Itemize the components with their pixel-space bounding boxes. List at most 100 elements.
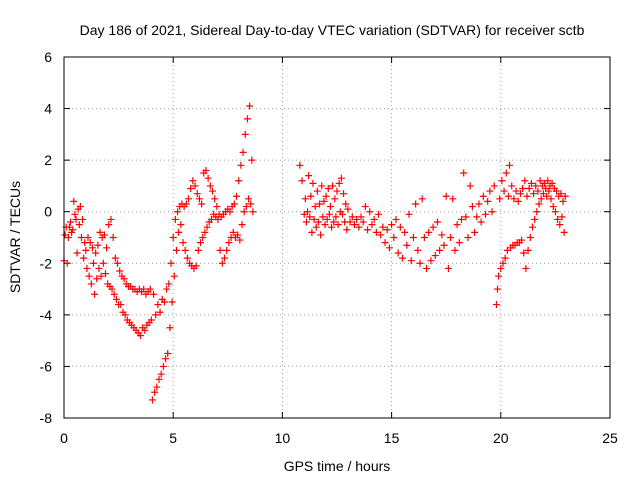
data-point bbox=[520, 249, 528, 257]
data-point bbox=[334, 221, 342, 229]
data-point bbox=[306, 213, 314, 221]
data-point bbox=[385, 244, 393, 252]
data-point bbox=[310, 215, 318, 223]
x-tick-label: 5 bbox=[169, 430, 177, 446]
data-point bbox=[191, 182, 199, 190]
data-point bbox=[330, 218, 338, 226]
x-tick-label: 20 bbox=[493, 430, 509, 446]
data-point bbox=[166, 324, 174, 332]
data-point bbox=[182, 200, 190, 208]
data-point bbox=[364, 226, 372, 234]
data-point bbox=[103, 244, 111, 252]
data-point bbox=[328, 223, 336, 231]
data-point bbox=[192, 262, 200, 270]
y-tick-label: 2 bbox=[44, 152, 52, 168]
data-point bbox=[157, 370, 165, 378]
data-point bbox=[207, 215, 215, 223]
data-point bbox=[418, 195, 426, 203]
chart-title: Day 186 of 2021, Sidereal Day-to-day VTE… bbox=[80, 22, 585, 38]
data-point bbox=[361, 203, 369, 211]
data-point bbox=[86, 239, 94, 247]
data-point bbox=[344, 205, 352, 213]
data-point bbox=[187, 185, 195, 193]
data-point bbox=[438, 231, 446, 239]
data-point bbox=[499, 259, 507, 267]
data-point bbox=[167, 259, 175, 267]
data-point bbox=[234, 231, 242, 239]
data-point bbox=[318, 182, 326, 190]
data-point bbox=[559, 197, 567, 205]
data-point bbox=[504, 192, 512, 200]
data-point bbox=[530, 190, 538, 198]
data-point bbox=[211, 195, 219, 203]
data-point bbox=[440, 241, 448, 249]
data-point bbox=[359, 218, 367, 226]
data-point bbox=[75, 221, 83, 229]
data-point bbox=[501, 254, 509, 262]
data-point bbox=[498, 177, 506, 185]
data-point bbox=[101, 270, 109, 278]
data-point bbox=[548, 179, 556, 187]
data-point bbox=[477, 218, 485, 226]
data-point bbox=[84, 234, 92, 241]
data-point bbox=[160, 298, 168, 306]
data-point bbox=[175, 228, 183, 236]
data-point bbox=[492, 301, 500, 309]
data-point bbox=[69, 226, 77, 234]
data-point bbox=[120, 275, 128, 283]
data-point bbox=[302, 218, 310, 226]
data-point bbox=[420, 234, 428, 241]
data-point bbox=[412, 200, 420, 208]
data-point bbox=[189, 177, 197, 185]
data-point bbox=[500, 187, 508, 195]
data-point bbox=[495, 272, 503, 280]
data-point bbox=[527, 179, 535, 187]
data-points bbox=[60, 102, 569, 404]
data-point bbox=[316, 200, 324, 208]
data-point bbox=[442, 192, 450, 200]
data-point bbox=[305, 172, 313, 180]
data-point bbox=[87, 280, 95, 288]
data-point bbox=[121, 311, 129, 319]
data-point bbox=[335, 179, 343, 187]
data-point bbox=[350, 221, 358, 229]
data-point bbox=[80, 254, 88, 262]
data-point bbox=[381, 239, 389, 247]
data-point bbox=[179, 239, 187, 247]
data-point bbox=[322, 192, 330, 200]
data-point bbox=[549, 203, 557, 211]
data-point bbox=[523, 192, 531, 200]
data-point bbox=[147, 316, 155, 324]
data-point bbox=[168, 298, 176, 306]
data-point bbox=[92, 249, 100, 257]
data-point bbox=[337, 174, 345, 182]
data-point bbox=[486, 187, 494, 195]
data-point bbox=[396, 223, 404, 231]
data-point bbox=[197, 239, 204, 247]
data-point bbox=[218, 259, 226, 267]
data-point bbox=[109, 234, 117, 241]
data-point bbox=[107, 215, 115, 223]
data-point bbox=[429, 223, 437, 231]
data-point bbox=[313, 187, 321, 195]
data-point bbox=[388, 221, 396, 229]
data-point bbox=[155, 375, 163, 383]
data-point bbox=[171, 215, 179, 223]
data-point bbox=[204, 174, 212, 182]
data-point bbox=[114, 259, 122, 267]
data-point bbox=[100, 231, 108, 239]
data-point bbox=[526, 234, 534, 241]
data-point bbox=[473, 213, 481, 221]
data-point bbox=[379, 223, 387, 231]
data-point bbox=[471, 228, 479, 236]
x-ticks: 0 5 10 15 20 25 bbox=[60, 57, 618, 446]
data-point bbox=[209, 187, 217, 195]
data-point bbox=[169, 234, 177, 241]
data-point bbox=[544, 177, 552, 185]
data-point bbox=[532, 182, 540, 190]
data-point bbox=[405, 210, 413, 218]
data-point bbox=[206, 182, 214, 190]
data-point bbox=[534, 187, 542, 195]
data-point bbox=[163, 285, 171, 293]
